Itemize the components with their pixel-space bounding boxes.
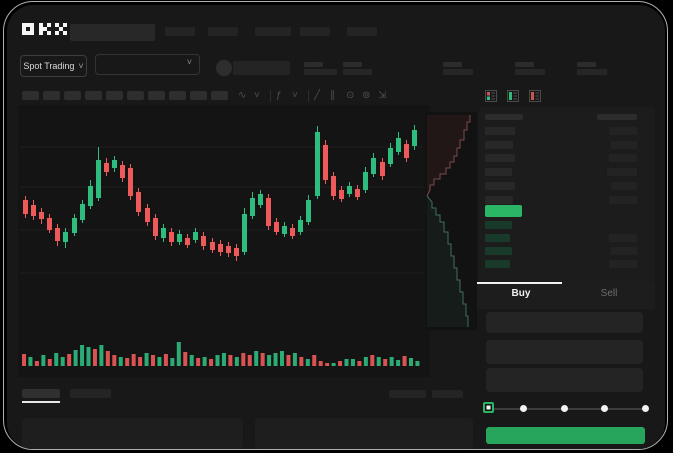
ask-amount — [609, 195, 637, 204]
ask-row[interactable] — [485, 127, 515, 135]
volume-chart — [22, 342, 420, 366]
stat-value-skeleton — [577, 69, 607, 75]
timeframe-skeleton-button[interactable] — [190, 91, 207, 100]
candlestick-chart[interactable] — [18, 110, 424, 335]
submit-buy-button[interactable] — [486, 427, 645, 444]
bottom-tab-skeleton[interactable] — [70, 389, 111, 398]
tab-buy[interactable]: Buy — [511, 288, 531, 299]
timeframe-skeleton-button[interactable] — [148, 91, 165, 100]
candle-style-icon[interactable]: ∿ — [238, 90, 247, 101]
bottom-action-skeleton[interactable] — [432, 390, 463, 398]
bid-row[interactable] — [485, 260, 510, 268]
nav-skeleton-item[interactable] — [300, 27, 330, 36]
chevron-down-icon: ˅ — [78, 60, 84, 71]
order-form-field[interactable] — [486, 368, 643, 392]
timeframe-skeleton-button[interactable] — [211, 91, 228, 100]
trendline-icon[interactable]: ╱ — [314, 90, 321, 101]
timeframe-skeleton-button[interactable] — [85, 91, 102, 100]
nav-skeleton-item[interactable] — [208, 27, 238, 36]
toolbar-divider — [308, 90, 309, 102]
pair-selector[interactable]: ˅ — [95, 54, 200, 75]
nav-skeleton-item[interactable] — [165, 27, 195, 36]
bid-row[interactable] — [485, 221, 512, 229]
brand-search-skeleton — [70, 24, 155, 41]
okx-logo[interactable] — [22, 22, 68, 36]
timeframe-skeleton-button[interactable] — [106, 91, 123, 100]
book-bids-icon[interactable] — [507, 90, 519, 102]
ask-amount — [611, 181, 637, 190]
stat-value-skeleton — [515, 69, 545, 75]
ask-amount — [609, 127, 637, 135]
settings-icon[interactable]: ⊚ — [362, 90, 371, 101]
market-selector-label: Spot Trading — [23, 61, 75, 71]
ask-row[interactable] — [485, 140, 513, 149]
ask-amount — [607, 168, 637, 177]
stat-label-skeleton — [443, 62, 462, 67]
bottom-content-skeleton — [255, 418, 473, 449]
expand-icon[interactable]: ⇲ — [378, 90, 387, 101]
nav-skeleton-item[interactable] — [347, 27, 377, 36]
bottom-content-skeleton — [22, 418, 243, 449]
active-tab-underline — [477, 282, 562, 284]
timeframe-skeleton-button[interactable] — [43, 91, 60, 100]
last-price-bar[interactable] — [485, 205, 522, 217]
order-form-field[interactable] — [486, 340, 643, 364]
bid-amount — [611, 247, 637, 255]
book-combined-icon[interactable] — [485, 90, 497, 102]
slider-dot[interactable] — [519, 405, 527, 412]
market-selector-button[interactable]: Spot Trading ˅ — [20, 55, 87, 77]
bottom-action-skeleton[interactable] — [389, 390, 426, 398]
order-tabs — [477, 282, 655, 309]
pair-name-skeleton — [233, 61, 290, 75]
ask-row[interactable] — [485, 154, 515, 163]
ask-row[interactable] — [485, 181, 515, 190]
bid-row[interactable] — [485, 247, 512, 255]
bottom-tab-skeleton[interactable] — [22, 389, 60, 398]
amount-slider-handle[interactable] — [483, 402, 494, 413]
ask-row[interactable] — [485, 195, 513, 204]
stat-label-skeleton — [577, 62, 596, 67]
toolbar-divider — [270, 90, 271, 102]
ask-amount — [609, 154, 637, 163]
coin-avatar — [216, 60, 232, 76]
depth-chart — [425, 112, 477, 330]
ask-row[interactable] — [485, 168, 512, 177]
bid-row[interactable] — [485, 234, 510, 242]
bid-amount — [609, 260, 637, 268]
orderbook-header-amount — [597, 114, 637, 120]
amount-slider-track[interactable] — [491, 408, 645, 410]
chevron-down-icon: ˅ — [186, 57, 192, 67]
device-frame — [3, 1, 668, 450]
slider-dot[interactable] — [560, 405, 568, 412]
tab-sell[interactable]: Sell — [600, 288, 618, 299]
stat-value-skeleton — [343, 69, 372, 75]
order-form-field[interactable] — [486, 312, 643, 333]
chevron-down-icon[interactable]: ˅ — [254, 90, 260, 101]
stat-value-skeleton — [304, 69, 337, 75]
app-window: Spot Trading ˅ ˅ ∿ ˅ ƒ ˅ ╱ ∥ ⊙ ⊚ ⇲ Buy Sell — [7, 5, 665, 449]
stat-value-skeleton — [443, 69, 473, 75]
orderbook-header-price — [485, 114, 523, 120]
timeframe-skeleton-button[interactable] — [169, 91, 186, 100]
slider-dot[interactable] — [641, 405, 649, 412]
camera-icon[interactable]: ⊙ — [346, 90, 355, 101]
ask-amount — [611, 140, 637, 149]
chart-background — [18, 105, 430, 377]
book-asks-icon[interactable] — [529, 90, 541, 102]
bid-amount — [609, 234, 637, 242]
compare-icon[interactable]: ∥ — [330, 90, 335, 101]
timeframe-skeleton-button[interactable] — [64, 91, 81, 100]
slider-dot[interactable] — [600, 405, 608, 412]
bottom-tab-underline — [22, 401, 60, 403]
stat-label-skeleton — [515, 62, 534, 67]
timeframe-skeleton-button[interactable] — [127, 91, 144, 100]
chevron-down-icon[interactable]: ˅ — [292, 90, 298, 101]
timeframe-skeleton-button[interactable] — [22, 91, 39, 100]
stat-label-skeleton — [343, 62, 362, 67]
nav-skeleton-item[interactable] — [255, 27, 291, 36]
stat-label-skeleton — [304, 62, 323, 67]
indicators-icon[interactable]: ƒ — [276, 90, 282, 101]
